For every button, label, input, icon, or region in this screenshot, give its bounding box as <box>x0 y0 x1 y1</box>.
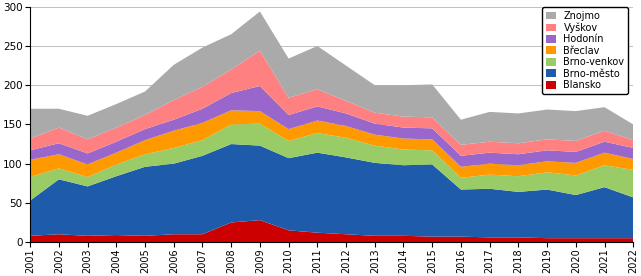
Legend: Znojmo, Vyškov, Hodonín, Břeclav, Brno-venkov, Brno-město, Blansko: Znojmo, Vyškov, Hodonín, Břeclav, Brno-v… <box>542 7 628 94</box>
